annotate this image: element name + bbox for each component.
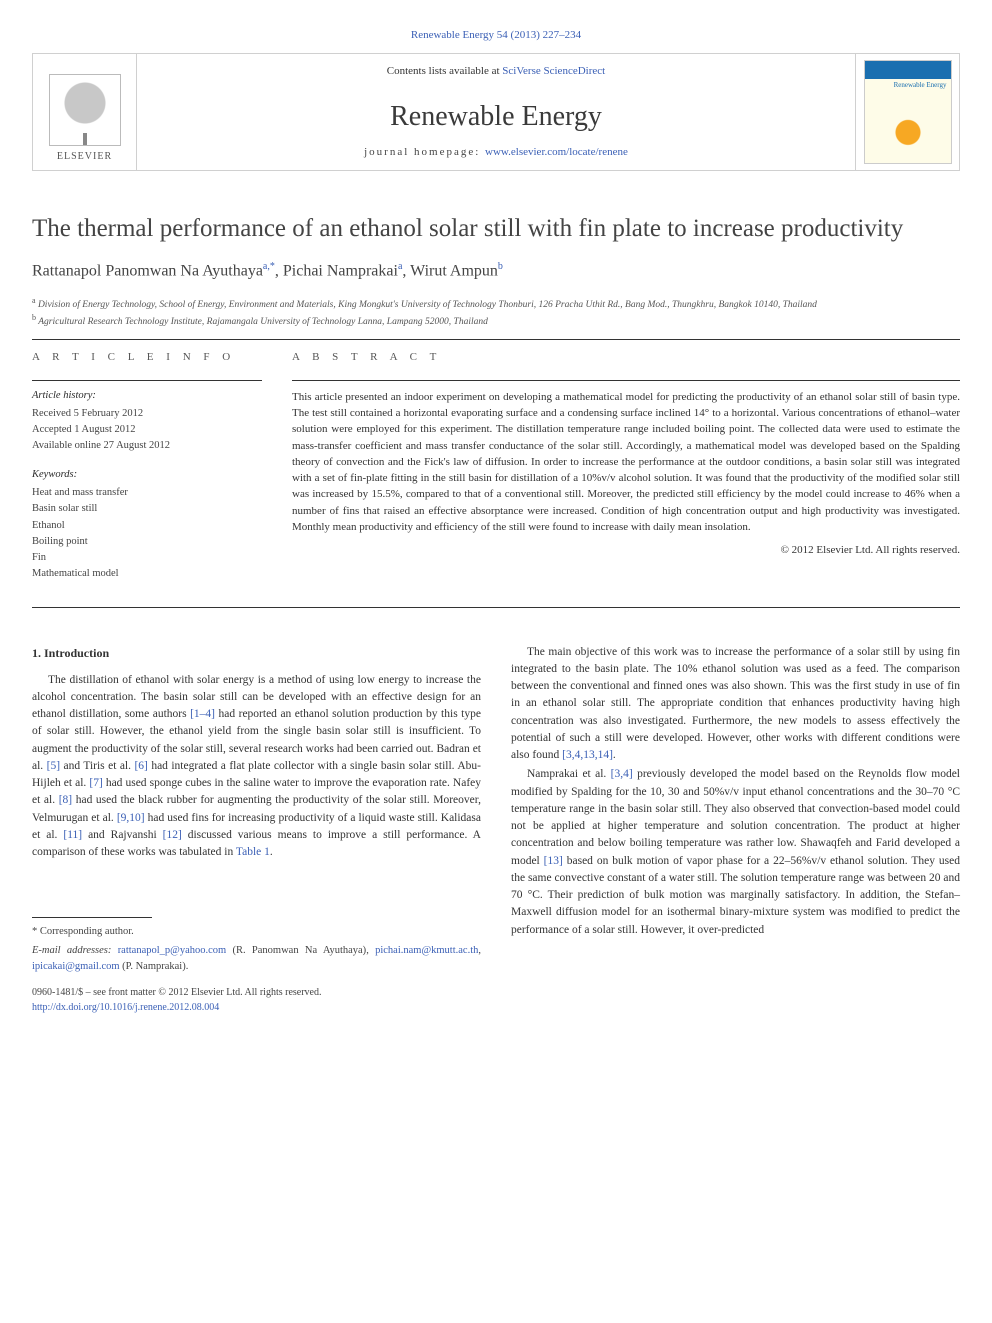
author-3-affil: b — [498, 261, 503, 272]
contents-available-line: Contents lists available at SciVerse Sci… — [137, 64, 855, 79]
ref-link-3-4-13-14[interactable]: [3,4,13,14] — [562, 749, 613, 761]
journal-homepage-line: journal homepage: www.elsevier.com/locat… — [137, 145, 855, 170]
info-rule-1 — [32, 380, 262, 381]
article-info-column: A R T I C L E I N F O Article history: R… — [32, 350, 262, 596]
issn-copyright-line: 0960-1481/$ – see front matter © 2012 El… — [32, 985, 481, 1000]
sciencedirect-link[interactable]: SciVerse ScienceDirect — [502, 65, 605, 77]
abstract-heading: A B S T R A C T — [292, 350, 960, 365]
keyword-3: Ethanol — [32, 518, 262, 534]
keywords-block: Keywords: Heat and mass transfer Basin s… — [32, 468, 262, 582]
history-received: Received 5 February 2012 — [32, 406, 262, 422]
keyword-2: Basin solar still — [32, 501, 262, 517]
header-citation: Renewable Energy 54 (2013) 227–234 — [0, 0, 992, 53]
right-para-1: The main objective of this work was to i… — [511, 644, 960, 765]
ref-link-11[interactable]: [11] — [63, 829, 82, 841]
ref-link-7[interactable]: [7] — [89, 777, 102, 789]
affiliations: a Division of Energy Technology, School … — [32, 295, 960, 330]
email-label: E-mail addresses: — [32, 945, 118, 956]
journal-banner: ELSEVIER Contents lists available at Sci… — [32, 53, 960, 171]
keywords-label: Keywords: — [32, 468, 262, 483]
rule-below-abstract — [32, 607, 960, 608]
author-1-affil: a,* — [263, 261, 275, 272]
doi-link[interactable]: http://dx.doi.org/10.1016/j.renene.2012.… — [32, 1002, 219, 1013]
email-3-who: (P. Namprakai). — [122, 961, 188, 972]
keyword-6: Mathematical model — [32, 566, 262, 582]
article-history-block: Article history: Received 5 February 201… — [32, 389, 262, 454]
author-1: Rattanapol Panomwan Na Ayuthaya — [32, 262, 263, 279]
email-1[interactable]: rattanapol_p@yahoo.com — [118, 945, 227, 956]
elsevier-tree-icon — [49, 74, 121, 146]
section-1-heading: 1. Introduction — [32, 644, 481, 662]
history-online: Available online 27 August 2012 — [32, 438, 262, 454]
abstract-copyright: © 2012 Elsevier Ltd. All rights reserved… — [292, 543, 960, 558]
author-2: , Pichai Namprakai — [275, 262, 398, 279]
affiliation-b: b Agricultural Research Technology Insti… — [32, 312, 960, 329]
footnote-rule — [32, 917, 152, 918]
cover-thumb-box — [855, 54, 959, 170]
right-column: The main objective of this work was to i… — [511, 644, 960, 1015]
author-3: , Wirut Ampun — [402, 262, 498, 279]
corresponding-author-note: * Corresponding author. — [32, 924, 481, 940]
intro-para-1: The distillation of ethanol with solar e… — [32, 672, 481, 862]
email-3[interactable]: ipicakai@gmail.com — [32, 961, 120, 972]
contents-prefix: Contents lists available at — [387, 65, 502, 77]
ref-link-table1[interactable]: Table 1 — [236, 846, 270, 858]
history-label: Article history: — [32, 389, 262, 404]
ref-link-5[interactable]: [5] — [47, 760, 60, 772]
citation-link[interactable]: Renewable Energy 54 (2013) 227–234 — [411, 29, 581, 41]
abstract-text: This article presented an indoor experim… — [292, 389, 960, 535]
keyword-1: Heat and mass transfer — [32, 485, 262, 501]
journal-homepage-link[interactable]: www.elsevier.com/locate/renene — [485, 146, 628, 158]
history-accepted: Accepted 1 August 2012 — [32, 422, 262, 438]
banner-center: Contents lists available at SciVerse Sci… — [137, 54, 855, 170]
affiliation-a: a Division of Energy Technology, School … — [32, 295, 960, 312]
keyword-4: Boiling point — [32, 534, 262, 550]
ref-link-1-4[interactable]: [1–4] — [190, 708, 215, 720]
abstract-column: A B S T R A C T This article presented a… — [292, 350, 960, 596]
article-info-heading: A R T I C L E I N F O — [32, 350, 262, 365]
journal-name: Renewable Energy — [137, 97, 855, 136]
journal-cover-thumb — [864, 60, 952, 164]
abstract-rule — [292, 380, 960, 381]
publisher-name: ELSEVIER — [57, 150, 112, 164]
homepage-prefix: journal homepage: — [364, 146, 485, 158]
ref-link-6[interactable]: [6] — [134, 760, 147, 772]
email-addresses: E-mail addresses: rattanapol_p@yahoo.com… — [32, 943, 481, 975]
article-title: The thermal performance of an ethanol so… — [32, 213, 960, 246]
ref-link-12[interactable]: [12] — [163, 829, 182, 841]
body-columns: 1. Introduction The distillation of etha… — [32, 644, 960, 1015]
ref-link-8[interactable]: [8] — [59, 794, 72, 806]
ref-link-13[interactable]: [13] — [544, 855, 563, 867]
left-column: 1. Introduction The distillation of etha… — [32, 644, 481, 1015]
authors-line: Rattanapol Panomwan Na Ayuthayaa,*, Pich… — [32, 260, 960, 283]
info-abstract-row: A R T I C L E I N F O Article history: R… — [32, 350, 960, 596]
rule-above-info — [32, 339, 960, 340]
publisher-logo-box: ELSEVIER — [33, 54, 137, 170]
ref-link-3-4[interactable]: [3,4] — [611, 768, 633, 780]
email-2[interactable]: pichai.nam@kmutt.ac.th — [375, 945, 478, 956]
right-para-2: Namprakai et al. [3,4] previously develo… — [511, 766, 960, 939]
keyword-5: Fin — [32, 550, 262, 566]
email-1-who: (R. Panomwan Na Ayuthaya) — [233, 945, 367, 956]
ref-link-9-10[interactable]: [9,10] — [117, 812, 145, 824]
footer-block: * Corresponding author. E-mail addresses… — [32, 917, 481, 1014]
